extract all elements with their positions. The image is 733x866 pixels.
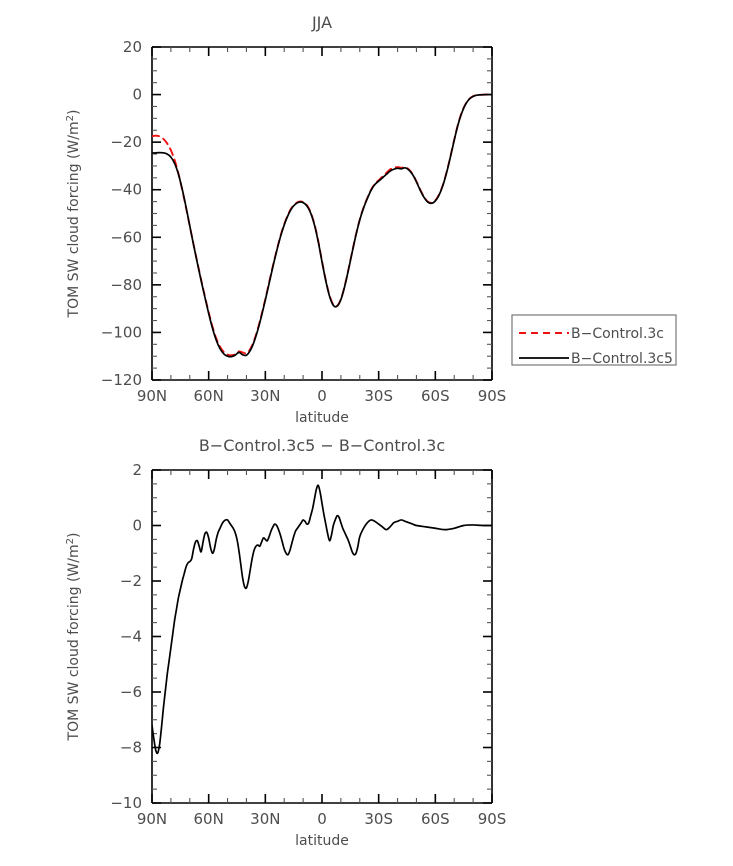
series-line-0	[152, 93, 492, 357]
x-tick-label: 30S	[364, 387, 393, 405]
top-chart-panel: JJA 90N 60N 30N 0 30S 60S 90S latitude 20 0 −20 −40 −…	[0, 0, 733, 432]
x-tick-label: 0	[317, 387, 327, 405]
x-tick-label: 60N	[194, 810, 224, 828]
x-tick-label: 30N	[250, 387, 280, 405]
x-tick-label: 60N	[194, 387, 224, 405]
legend: B−Control.3c B−Control.3c5	[511, 314, 677, 367]
y-tick-label: −40	[110, 181, 142, 199]
y-tick-label: −2	[120, 572, 142, 590]
y-tick-label: 0	[132, 86, 142, 104]
plot-frame	[151, 46, 493, 381]
x-tick-label: 90S	[478, 810, 507, 828]
legend-label-0: B−Control.3c	[571, 326, 664, 342]
y-tick-label: −4	[120, 628, 142, 646]
x-tick-label: 90S	[478, 387, 507, 405]
y-tick-label: −100	[101, 323, 142, 341]
series-line-1	[152, 93, 492, 358]
legend-label-1: B−Control.3c5	[571, 351, 673, 367]
y-axis-title: TOM SW cloud forcing (W/m2)	[65, 533, 82, 742]
x-tick-label: 30S	[364, 810, 393, 828]
x-axis-title: latitude	[295, 410, 349, 426]
top-chart-svg: JJA 90N 60N 30N 0 30S 60S 90S latitude 20 0 −20 −40 −…	[65, 13, 677, 426]
x-tick-label: 60S	[421, 810, 450, 828]
y-tick-label: −10	[110, 794, 142, 812]
y-tick-label: −120	[101, 371, 142, 389]
x-axis-title: latitude	[295, 833, 349, 849]
x-tick-label: 60S	[421, 387, 450, 405]
y-tick-label: 2	[132, 461, 142, 479]
x-tick-label: 0	[317, 810, 327, 828]
y-tick-label: 20	[123, 38, 142, 56]
y-tick-label: −60	[110, 228, 142, 246]
bottom-chart-title: B−Control.3c5 − B−Control.3c	[199, 436, 445, 455]
bottom-chart-panel: B−Control.3c5 − B−Control.3c 90N 60N 30N 0 30…	[0, 432, 733, 866]
series-line-0	[152, 484, 492, 755]
legend-box	[511, 314, 677, 366]
x-tick-label: 90N	[137, 810, 167, 828]
y-tick-label: −8	[120, 739, 142, 757]
top-chart-title: JJA	[311, 13, 332, 32]
plot-frame	[151, 469, 493, 804]
y-tick-label: −80	[110, 276, 142, 294]
y-tick-label: −20	[110, 133, 142, 151]
x-tick-label: 90N	[137, 387, 167, 405]
y-tick-label: −6	[120, 683, 142, 701]
y-axis-title: TOM SW cloud forcing (W/m2)	[65, 110, 82, 319]
x-tick-label: 30N	[250, 810, 280, 828]
bottom-chart-svg: B−Control.3c5 − B−Control.3c 90N 60N 30N 0 30…	[65, 436, 507, 849]
y-tick-label: 0	[132, 517, 142, 535]
